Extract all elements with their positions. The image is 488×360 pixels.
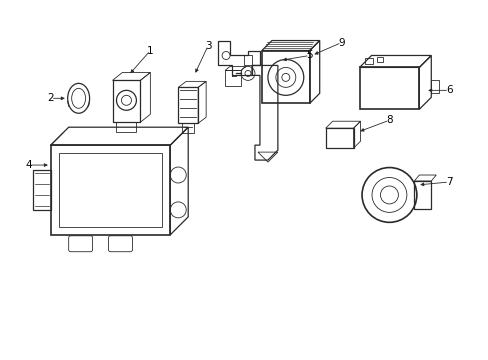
Text: 3: 3 bbox=[204, 41, 211, 50]
Text: 8: 8 bbox=[386, 115, 392, 125]
Bar bbox=[59, 153, 162, 227]
Text: 5: 5 bbox=[306, 50, 312, 60]
Text: 1: 1 bbox=[147, 45, 153, 55]
Text: 4: 4 bbox=[25, 160, 32, 170]
Bar bbox=[377, 58, 383, 62]
Text: 9: 9 bbox=[338, 37, 344, 48]
Text: 7: 7 bbox=[445, 177, 451, 187]
Bar bbox=[364, 58, 372, 64]
Text: 2: 2 bbox=[47, 93, 54, 103]
Bar bbox=[244, 55, 251, 66]
Text: 6: 6 bbox=[445, 85, 451, 95]
